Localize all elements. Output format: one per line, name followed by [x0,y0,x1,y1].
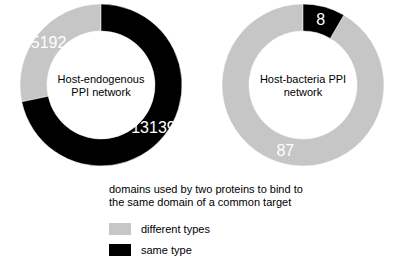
donut: 87 8 Host-bacteria PPInetwork [222,4,384,166]
legend-label: same type [141,244,192,256]
slice [22,4,182,166]
donut-title-line: network [284,86,323,98]
chart: 5192 13139 Host-endogenousPPI network 87 8 Ho… [0,0,400,261]
legend-swatch [109,244,131,256]
donut-title-line: Host-bacteria PPI [260,73,346,85]
legend-title-line: the same domain of a common target [109,196,291,208]
legend-title-line: domains used by two proteins to bind to [109,183,303,195]
legend-swatch [109,223,131,235]
legend-title: domains used by two proteins to bind tot… [109,183,303,208]
donut-title-line: Host-endogenous [58,73,145,85]
data-label: 13139 [131,119,176,136]
legend-label: different types [141,223,210,235]
data-label: 5192 [31,34,67,51]
donut: 5192 13139 Host-endogenousPPI network [20,4,182,166]
donut-title: Host-bacteria PPInetwork [260,73,346,98]
data-label: 8 [316,11,325,28]
data-label: 87 [276,142,294,159]
slice [222,4,384,166]
donut-title: Host-endogenousPPI network [58,73,145,98]
legend: domains used by two proteins to bind tot… [109,183,303,256]
slice [303,4,344,38]
donut-title-line: PPI network [71,86,131,98]
